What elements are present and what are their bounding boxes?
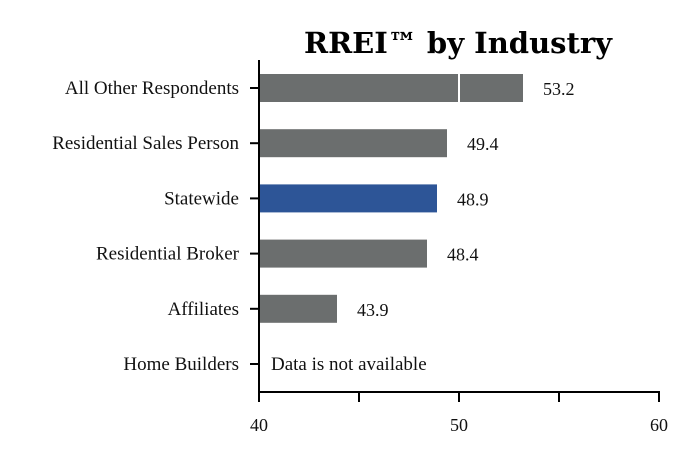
value-labels: 53.2 49.4 48.9 48.4 43.9	[357, 79, 575, 320]
category-label: Home Builders	[123, 354, 239, 375]
x-tick-label: 60	[650, 415, 668, 435]
x-tick-label: 50	[450, 415, 468, 435]
bar	[259, 184, 437, 213]
value-label: 48.9	[457, 189, 489, 209]
bars-group	[259, 74, 523, 323]
category-label: All Other Respondents	[65, 78, 239, 99]
value-label: 53.2	[543, 79, 575, 99]
bar	[259, 239, 427, 268]
bar	[259, 294, 337, 323]
x-axis-ticks: 40 50 60	[250, 392, 668, 435]
category-label: Residential Sales Person	[52, 133, 239, 154]
value-label: 49.4	[467, 134, 499, 154]
category-label: Residential Broker	[96, 244, 240, 265]
unavailable-note: Data is not available	[271, 354, 427, 375]
category-label: Affiliates	[168, 299, 239, 320]
bar	[259, 129, 447, 158]
category-label: Statewide	[164, 188, 239, 209]
bar	[259, 74, 523, 102]
axes	[250, 60, 660, 393]
chart-title: RREI™ by Industry	[304, 26, 613, 60]
value-label: 48.4	[447, 245, 479, 265]
x-tick-label: 40	[250, 415, 268, 435]
value-label: 43.9	[357, 300, 389, 320]
category-labels: All Other Respondents Residential Sales P…	[52, 78, 239, 375]
